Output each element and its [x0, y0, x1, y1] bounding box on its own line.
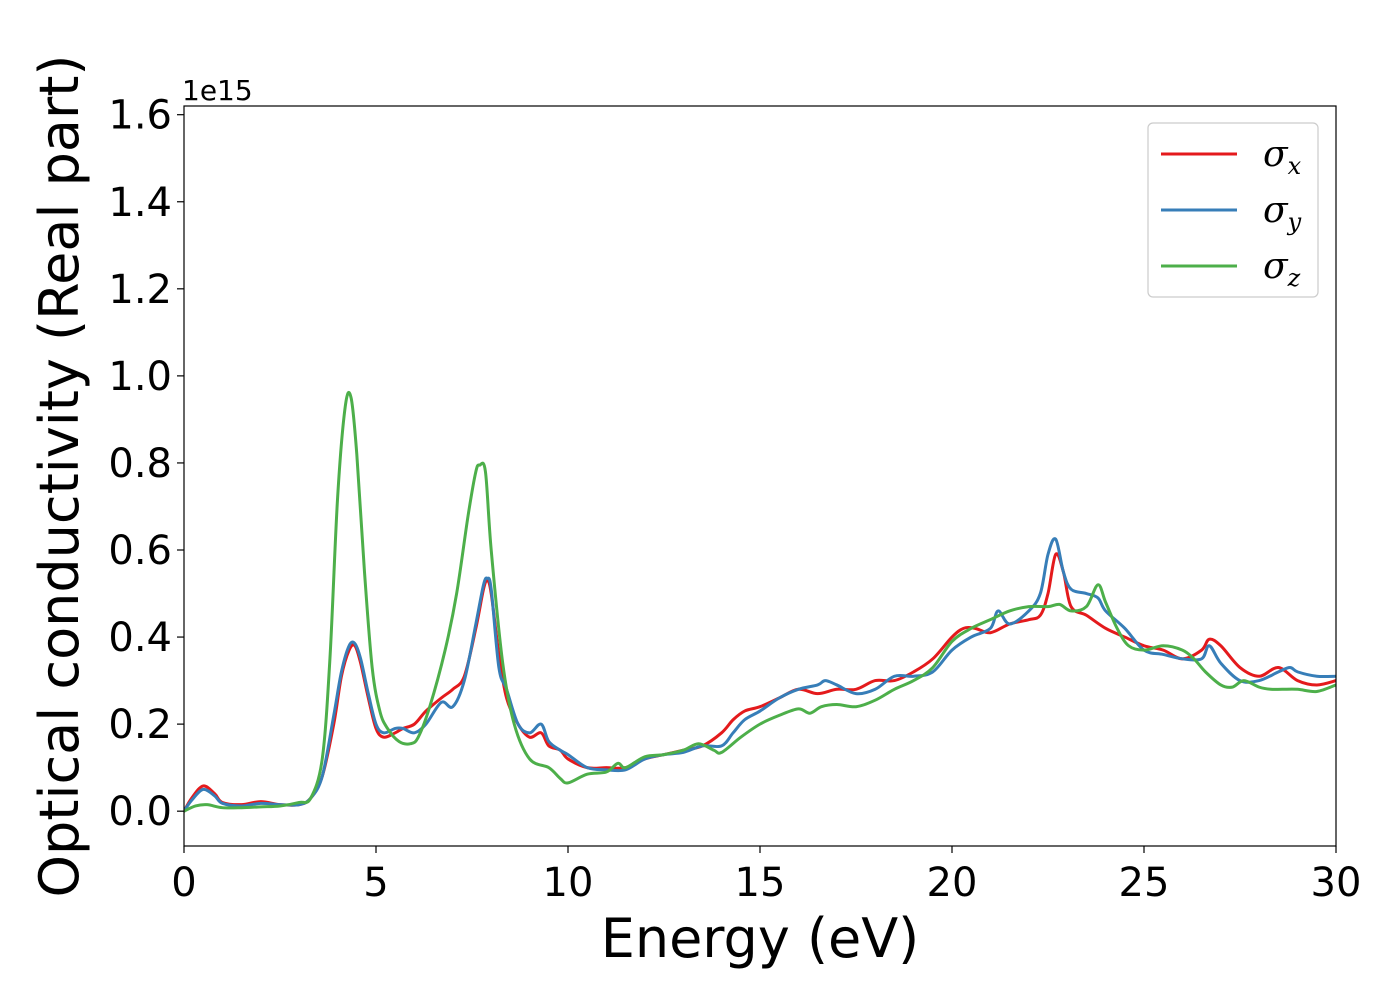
- legend-label-x: σx: [1263, 134, 1302, 180]
- y-tick-label: 1.4: [108, 180, 172, 226]
- y-tick-label: 0.0: [108, 789, 172, 835]
- x-tick-label: 25: [1119, 860, 1170, 906]
- x-axis-title: Energy (eV): [601, 907, 920, 970]
- x-tick-label: 20: [927, 860, 978, 906]
- y-tick-label: 1.2: [108, 267, 172, 313]
- y-axis-ticks: 0.0 0.2 0.4 0.6 0.8 1.0 1.2 1.4 1.6: [108, 93, 184, 835]
- y-tick-label: 1.0: [108, 354, 172, 400]
- y-axis-title: Optical conductivity (Real part): [28, 55, 91, 898]
- x-tick-label: 30: [1311, 860, 1362, 906]
- legend-label-z: σz: [1263, 246, 1301, 292]
- x-tick-label: 15: [735, 860, 786, 906]
- legend-items: σx σy σz: [1161, 134, 1302, 292]
- x-tick-label: 10: [543, 860, 594, 906]
- x-tick-label: 5: [363, 860, 388, 906]
- y-tick-label: 0.4: [108, 615, 172, 661]
- y-tick-label: 0.2: [108, 702, 172, 748]
- y-tick-label: 1.6: [108, 93, 172, 139]
- y-tick-label: 0.6: [108, 528, 172, 574]
- x-tick-label: 0: [171, 860, 196, 906]
- series-layer: [184, 390, 1336, 813]
- legend: σx σy σz: [1147, 122, 1319, 298]
- x-axis-ticks: 0 5 10 15 20 25 30: [171, 846, 1361, 906]
- series-line-z: [184, 390, 1336, 813]
- y-tick-label: 0.8: [108, 441, 172, 487]
- series-line-y: [184, 537, 1336, 813]
- y-offset-label: 1e15: [182, 74, 253, 107]
- legend-label-y: σy: [1263, 190, 1302, 236]
